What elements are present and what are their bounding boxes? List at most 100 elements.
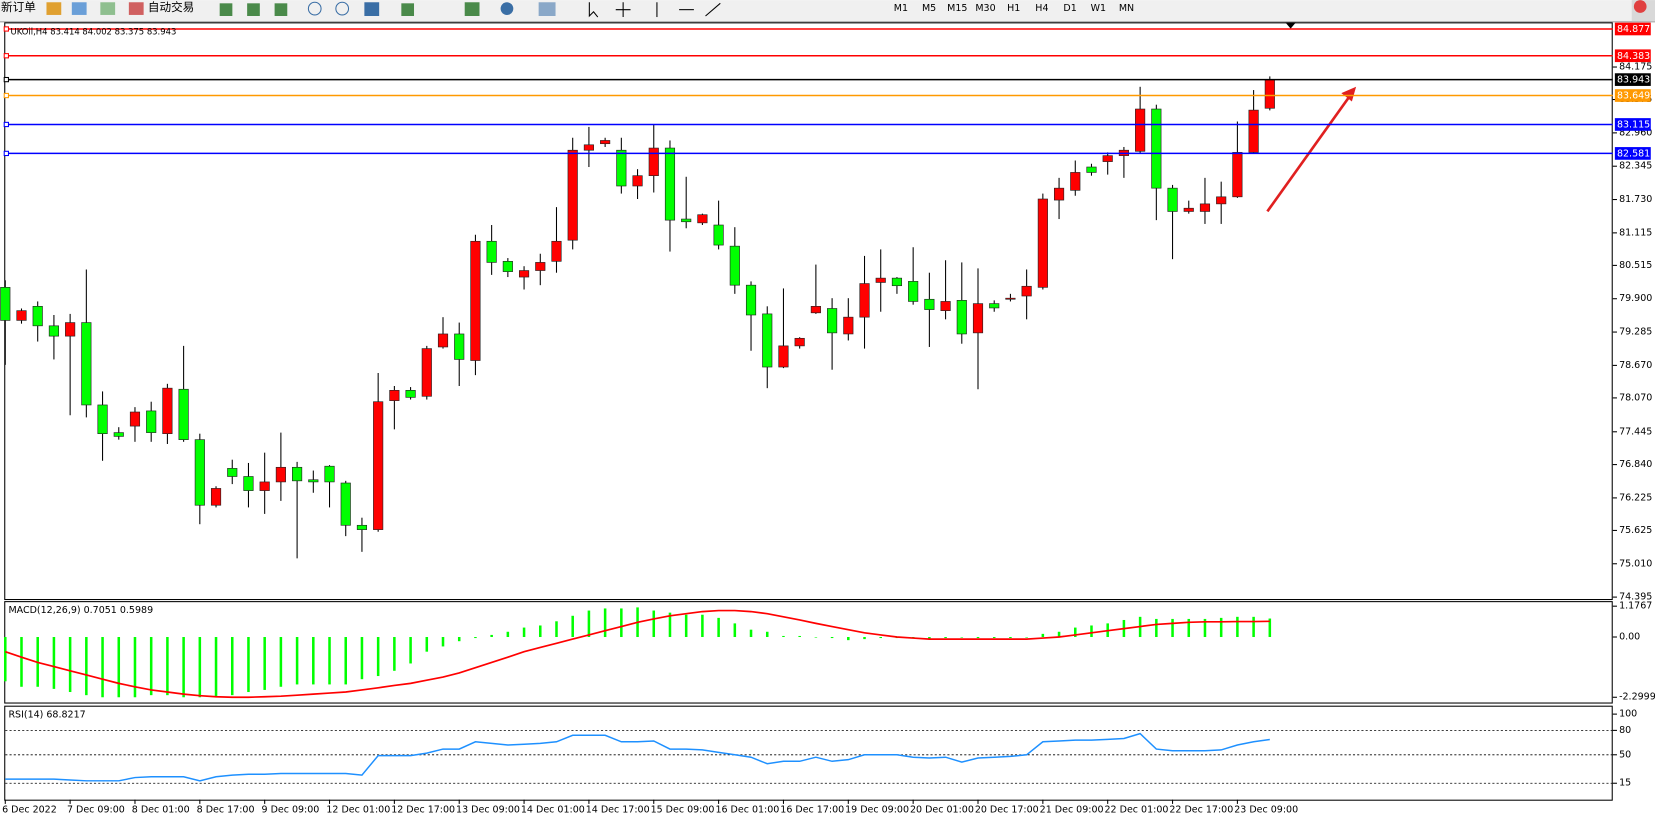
- candle-body: [1232, 152, 1243, 198]
- y-tick-label: 100: [1619, 709, 1637, 720]
- timeframe-button[interactable]: M1: [894, 3, 908, 14]
- macd-bar: [263, 637, 266, 690]
- macd-bar: [312, 637, 315, 685]
- candle-body: [0, 287, 11, 321]
- cursor-tool[interactable]: [588, 2, 599, 18]
- zoom-in[interactable]: [307, 1, 322, 16]
- level-handle: [3, 92, 9, 99]
- y-tick-label: 15: [1619, 778, 1631, 789]
- level-label-box: [1614, 118, 1651, 131]
- macd-bar: [117, 637, 121, 698]
- macd-bar: [992, 637, 996, 639]
- x-tick-label: 6 Dec 2022: [2, 805, 57, 816]
- macd-bar: [1041, 633, 1045, 638]
- icon[interactable]: [46, 2, 62, 15]
- candle-body: [1151, 108, 1162, 189]
- candle-body: [129, 411, 141, 427]
- x-tick-label: 16 Dec 17:00: [780, 805, 844, 816]
- candle-body: [891, 277, 903, 287]
- macd-bar: [20, 637, 23, 687]
- trendline-tool[interactable]: [705, 2, 721, 17]
- candle-body: [48, 325, 59, 337]
- icon[interactable]: [71, 2, 87, 15]
- x-tick-label: 7 Dec 09:00: [67, 805, 125, 816]
- candle-body: [810, 305, 821, 314]
- macd-bar: [765, 631, 769, 638]
- icon[interactable]: [364, 2, 380, 16]
- icon[interactable]: [274, 3, 288, 16]
- macd-bar: [182, 637, 185, 698]
- x-tick-label: 19 Dec 09:00: [845, 805, 909, 816]
- candle-body: [194, 439, 205, 506]
- candle-body: [437, 333, 449, 348]
- candle-body: [1070, 172, 1081, 191]
- crosshair-tool[interactable]: [615, 2, 631, 18]
- y-tick-label: 75.625: [1619, 525, 1652, 536]
- new-order-button[interactable]: 新订单: [1, 0, 36, 14]
- timeframe-button[interactable]: M30: [975, 3, 995, 14]
- x-tick-label: 22 Dec 01:00: [1105, 805, 1169, 816]
- macd-bar: [52, 637, 56, 689]
- x-tick-label: 13 Dec 09:00: [456, 805, 520, 816]
- macd-bar: [457, 637, 461, 642]
- candle-body: [146, 410, 157, 433]
- macd-bar: [376, 637, 380, 677]
- macd-bar: [749, 629, 753, 638]
- candle-body: [324, 465, 335, 483]
- timeframe-button[interactable]: D1: [1063, 3, 1076, 14]
- candle-body: [454, 333, 465, 360]
- candle-body: [940, 301, 951, 311]
- auto-trading-button[interactable]: 自动交易: [148, 0, 194, 14]
- macd-bar: [1236, 616, 1239, 638]
- macd-bar: [1074, 627, 1077, 638]
- icon[interactable]: [401, 3, 415, 16]
- y-tick-label: 0.00: [1619, 632, 1640, 643]
- icon[interactable]: [128, 2, 144, 15]
- macd-bar: [847, 637, 850, 641]
- level-label: 83.115: [1617, 120, 1650, 131]
- candle-body: [535, 262, 546, 271]
- timeframe-button[interactable]: M15: [947, 3, 967, 14]
- notification[interactable]: [1633, 0, 1647, 13]
- x-tick-label: 15 Dec 09:00: [651, 805, 715, 816]
- level-handle: [3, 121, 9, 128]
- icon[interactable]: [464, 2, 480, 16]
- candle-body: [502, 261, 513, 272]
- level-label: 82.581: [1617, 148, 1650, 159]
- candle-body: [259, 481, 270, 491]
- level-label: 83.649: [1617, 91, 1650, 102]
- candle-body: [308, 479, 319, 483]
- y-tick-label: 79.285: [1619, 327, 1652, 338]
- macd-bar: [490, 634, 493, 638]
- icon[interactable]: [247, 3, 260, 16]
- icon[interactable]: [500, 2, 514, 15]
- icon[interactable]: [219, 3, 233, 16]
- timeframe-button[interactable]: H4: [1035, 3, 1048, 14]
- candle-body: [875, 277, 886, 283]
- icon[interactable]: [100, 2, 116, 15]
- y-tick-label: 75.010: [1619, 558, 1652, 569]
- macd-bar: [976, 637, 980, 639]
- candle-body: [729, 245, 740, 286]
- timeframe-button[interactable]: MN: [1119, 3, 1134, 14]
- candle-body: [1248, 109, 1259, 153]
- candle-body: [567, 149, 578, 241]
- candle-body: [1199, 203, 1211, 212]
- timeframe-button[interactable]: M5: [922, 3, 936, 14]
- icon[interactable]: [538, 2, 556, 16]
- level-handle: [3, 150, 9, 157]
- timeframe-button[interactable]: W1: [1091, 3, 1106, 14]
- y-tick-label: 81.730: [1619, 194, 1652, 205]
- y-tick-label: -2.2999: [1619, 692, 1655, 703]
- timeframe-button[interactable]: H1: [1007, 3, 1020, 14]
- macd-bar: [166, 637, 169, 696]
- macd-bar: [684, 614, 688, 638]
- zoom-out[interactable]: [335, 1, 350, 16]
- annotation-arrowhead: [1341, 86, 1357, 102]
- candle-body: [745, 284, 757, 316]
- x-tick-label: 20 Dec 01:00: [910, 805, 974, 816]
- candle-body: [843, 316, 854, 335]
- candle-body: [762, 313, 773, 368]
- candle-body: [275, 466, 286, 483]
- macd-bar: [1025, 637, 1028, 638]
